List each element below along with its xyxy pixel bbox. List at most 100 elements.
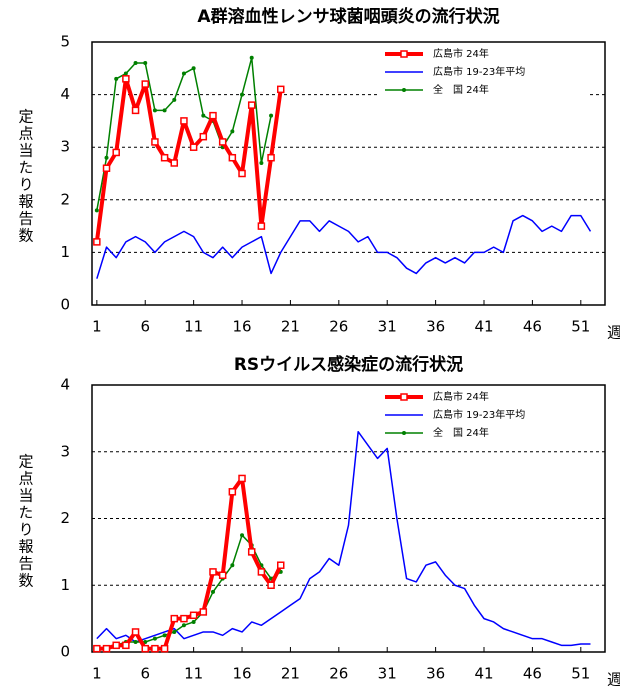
marker [249, 55, 254, 60]
marker [172, 97, 177, 102]
marker [257, 222, 266, 230]
marker [93, 238, 101, 246]
marker [180, 614, 188, 623]
marker [189, 611, 198, 620]
x-axis-label: 週 [607, 671, 620, 686]
x-tick-label: 31 [378, 318, 397, 336]
marker [112, 148, 120, 157]
marker [259, 160, 264, 165]
marker [152, 636, 157, 641]
marker [238, 474, 246, 483]
y-tick-label: 0 [60, 296, 70, 314]
marker [247, 101, 256, 109]
marker [199, 608, 208, 616]
marker [151, 138, 159, 146]
marker [141, 80, 149, 88]
legend-marker [400, 393, 408, 401]
marker [181, 623, 186, 628]
x-tick-label: 26 [329, 665, 348, 683]
marker [162, 108, 167, 113]
x-tick-label: 6 [140, 665, 150, 683]
chart-title: A群溶血性レンサ球菌咽頭炎の流行状況 [197, 6, 499, 27]
marker [228, 153, 237, 162]
marker [133, 61, 138, 66]
y-tick-label: 2 [60, 190, 70, 208]
y-tick-label: 1 [60, 576, 70, 594]
marker [209, 111, 217, 120]
marker [133, 639, 138, 644]
marker [199, 132, 208, 141]
legend-marker [402, 431, 406, 435]
x-tick-label: 6 [140, 318, 150, 336]
y-tick-label: 2 [60, 509, 70, 527]
x-axis-label: 週 [607, 324, 620, 342]
plot-frame [91, 384, 606, 653]
marker [267, 153, 275, 162]
legend-marker [402, 88, 406, 92]
marker [267, 581, 275, 589]
x-tick-label: 1 [92, 665, 102, 683]
x-tick-label: 41 [474, 665, 493, 683]
legend-marker [400, 50, 408, 58]
y-axis-label: 定点当たり報告数 [17, 454, 35, 590]
marker [269, 113, 274, 118]
legend-label: 広島市 19-23年平均 [433, 65, 525, 78]
marker [276, 561, 285, 569]
marker [141, 644, 149, 653]
marker [240, 92, 245, 97]
x-tick-label: 11 [184, 318, 203, 336]
marker [209, 568, 217, 576]
series-line [96, 214, 592, 279]
legend-label: 全 国 24年 [433, 426, 489, 439]
marker [189, 143, 198, 151]
x-tick-label: 11 [184, 665, 203, 683]
x-tick-label: 21 [281, 665, 300, 683]
marker [218, 138, 227, 146]
x-tick-label: 1 [92, 318, 102, 336]
marker [152, 108, 157, 113]
marker [112, 641, 120, 650]
marker [276, 85, 285, 94]
x-tick-label: 41 [474, 318, 493, 336]
x-tick-label: 36 [426, 318, 445, 336]
legend-label: 広島市 24年 [433, 390, 489, 403]
marker [230, 563, 235, 568]
x-tick-label: 16 [232, 318, 251, 336]
marker [257, 568, 266, 576]
marker [170, 159, 179, 167]
marker [218, 571, 227, 579]
x-tick-label: 16 [232, 665, 251, 683]
legend-label: 広島市 19-23年平均 [433, 408, 525, 421]
marker [131, 106, 140, 115]
marker [102, 164, 111, 172]
y-tick-label: 5 [60, 33, 70, 51]
marker [181, 71, 186, 76]
marker [104, 155, 109, 160]
marker [143, 61, 148, 66]
plot-frame [91, 41, 606, 306]
legend-label: 広島市 24年 [433, 47, 489, 60]
marker [160, 644, 169, 653]
marker [210, 589, 215, 594]
marker [93, 644, 101, 653]
marker [170, 614, 179, 623]
y-axis-label: 定点当たり報告数 [17, 109, 35, 245]
marker [151, 644, 159, 653]
x-tick-label: 31 [378, 665, 397, 683]
y-tick-label: 3 [60, 138, 70, 156]
marker [94, 208, 99, 213]
marker [230, 129, 235, 134]
marker [180, 117, 188, 125]
marker [191, 619, 196, 624]
x-tick-label: 21 [281, 318, 300, 336]
marker [247, 548, 256, 556]
y-tick-label: 0 [60, 643, 70, 661]
y-tick-label: 3 [60, 442, 70, 460]
marker [123, 71, 128, 76]
marker [238, 169, 246, 178]
marker [160, 153, 169, 162]
y-tick-label: 1 [60, 243, 70, 261]
marker [162, 633, 167, 638]
chart-title: RSウイルス感染症の流行状況 [234, 354, 463, 375]
